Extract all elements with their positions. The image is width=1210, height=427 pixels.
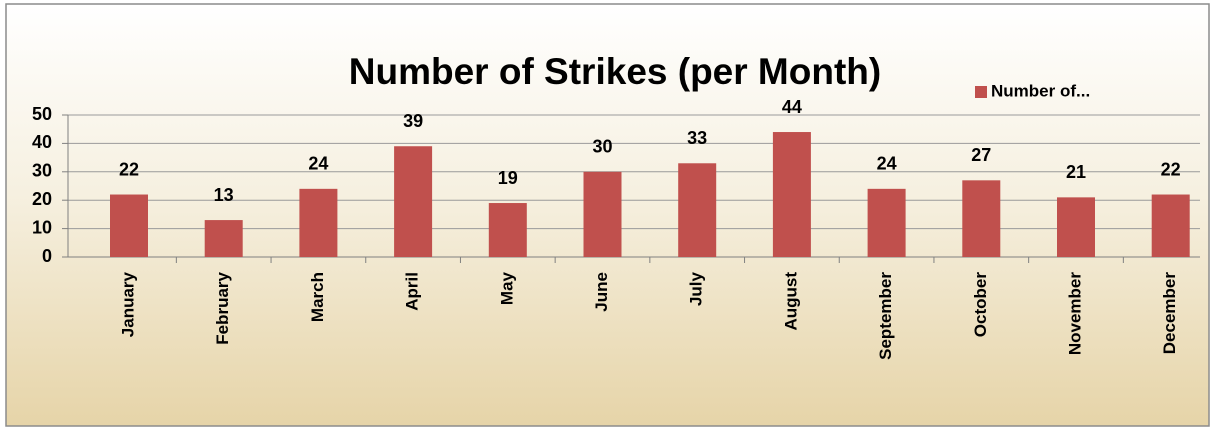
x-tick-label: December (1160, 272, 1179, 355)
value-label: 24 (877, 154, 897, 174)
x-tick-label: April (403, 272, 422, 311)
value-label: 33 (687, 128, 707, 148)
x-tick-label: September (876, 272, 895, 360)
bar (962, 180, 1001, 257)
x-tick-label: March (308, 272, 327, 322)
y-tick-label: 0 (42, 246, 52, 266)
value-label: 13 (214, 185, 234, 205)
x-tick-label: February (213, 271, 232, 344)
bar (772, 132, 811, 257)
value-label: 21 (1066, 162, 1086, 182)
x-tick-label: July (687, 271, 706, 306)
value-label: 19 (498, 168, 518, 188)
y-tick-label: 10 (32, 217, 52, 237)
x-tick-label: November (1065, 272, 1084, 356)
value-label: 44 (782, 97, 802, 117)
y-tick-label: 50 (32, 104, 52, 124)
value-label: 22 (1161, 159, 1181, 179)
value-label: 39 (403, 111, 423, 131)
legend-swatch (975, 86, 987, 98)
value-label: 30 (592, 137, 612, 157)
bar (1057, 197, 1095, 257)
value-label: 22 (119, 159, 139, 179)
x-tick-label: May (497, 271, 516, 305)
bar (394, 146, 433, 257)
value-label: 24 (308, 154, 328, 174)
bar (583, 171, 622, 257)
bar (299, 188, 338, 257)
y-tick-label: 30 (32, 161, 52, 181)
bar (204, 220, 243, 257)
value-label: 27 (971, 145, 991, 165)
x-tick-label: October (971, 272, 990, 338)
bar (678, 163, 717, 257)
bar (1151, 194, 1190, 257)
x-tick-label: June (592, 272, 611, 312)
y-tick-label: 20 (32, 189, 52, 209)
y-tick-label: 40 (32, 132, 52, 152)
bar (110, 194, 148, 257)
bar (867, 188, 906, 257)
legend-label: Number of... (991, 81, 1090, 100)
chart-title: Number of Strikes (per Month) (349, 51, 881, 92)
x-tick-label: January (118, 271, 137, 337)
bar (488, 203, 527, 257)
x-tick-label: August (781, 272, 800, 331)
